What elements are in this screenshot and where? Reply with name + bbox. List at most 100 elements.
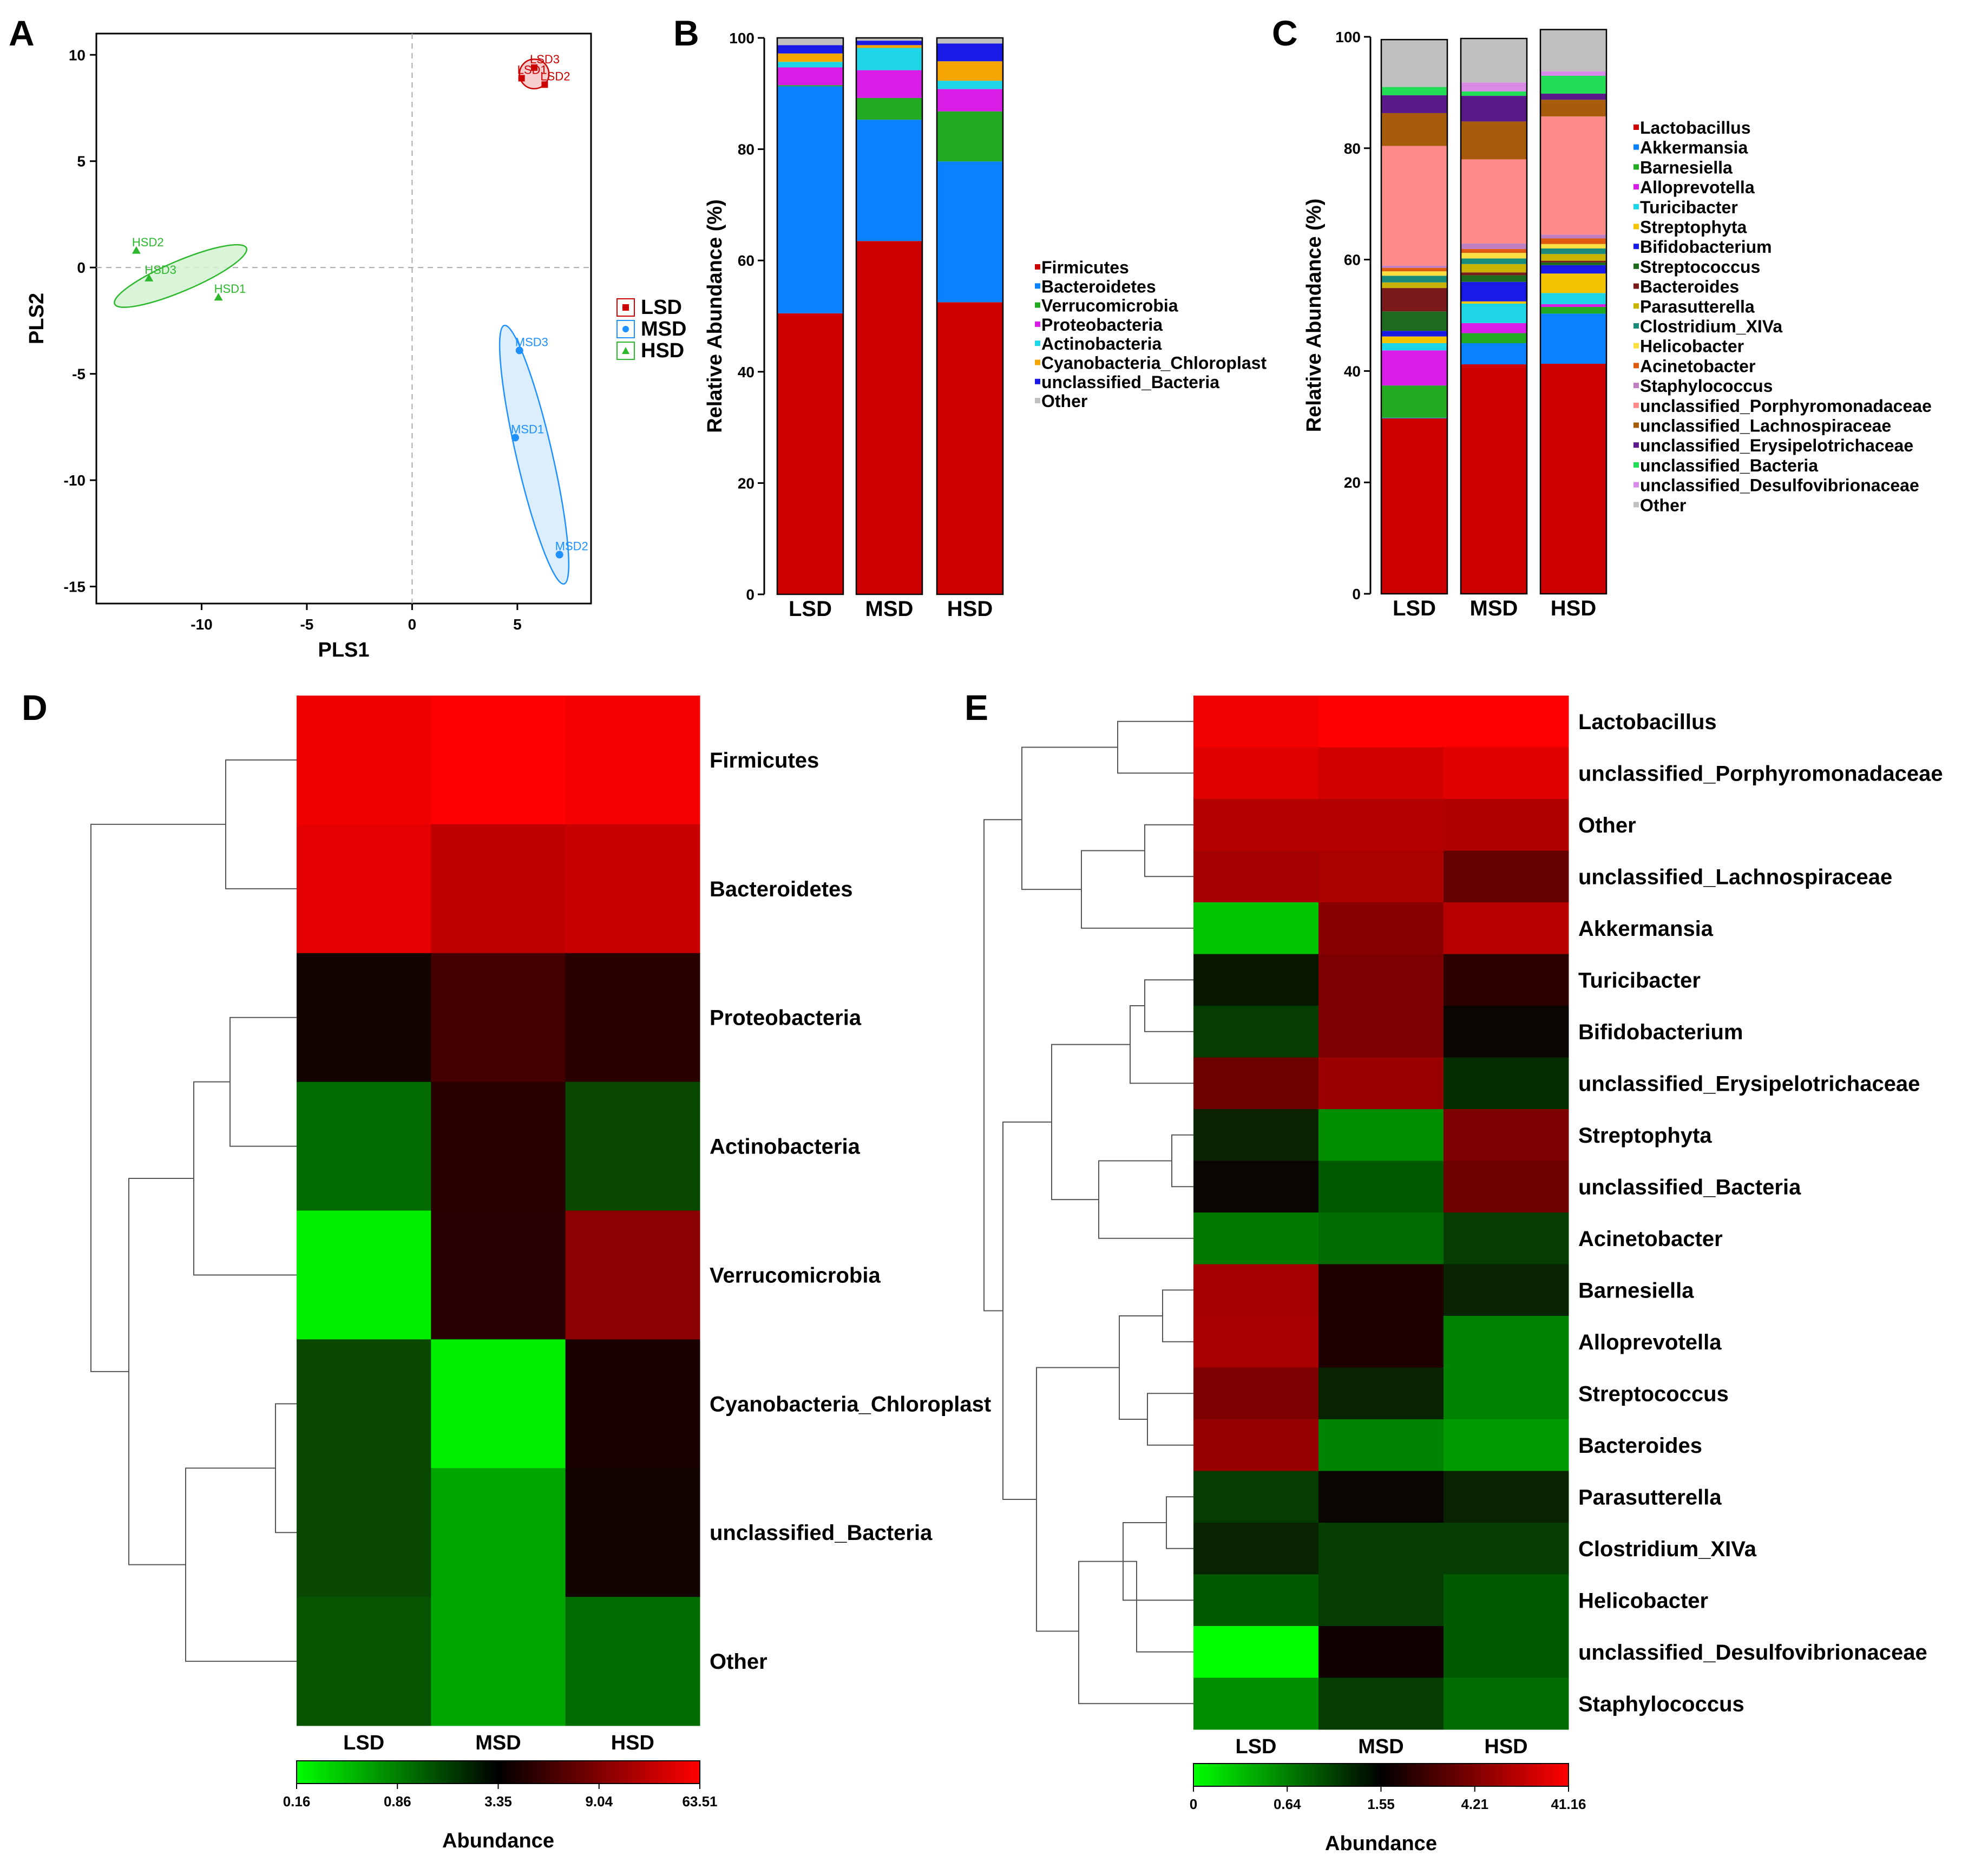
bar-segment-msd-5 xyxy=(1461,301,1527,304)
heat-cell-hsd xyxy=(565,1597,700,1726)
heat-cell-lsd xyxy=(1193,1109,1319,1161)
heatmap-row-label: unclassified_Bacteria xyxy=(710,1521,933,1545)
confidence-ellipse-lsd xyxy=(519,58,550,90)
x-category-label: MSD xyxy=(1470,597,1518,620)
bar-segment-msd-13 xyxy=(1461,243,1527,250)
y-tick-label: -10 xyxy=(64,472,86,489)
heat-cell-lsd xyxy=(1193,1316,1319,1368)
dendrogram-branch xyxy=(1123,1561,1193,1653)
heat-cell-msd xyxy=(431,1210,566,1340)
heat-cell-lsd xyxy=(1193,696,1319,748)
panel-letter-d: D xyxy=(22,687,48,727)
legend-swatch xyxy=(1633,383,1639,389)
heatmap-row-label: Alloprevotella xyxy=(1578,1330,1722,1354)
legend-label: unclassified_Porphyromonadaceae xyxy=(1640,396,1932,416)
heat-cell-hsd xyxy=(1444,1677,1569,1730)
heatmap-row-label: Bacteroides xyxy=(1578,1434,1702,1458)
confidence-ellipse-msd xyxy=(498,324,570,585)
legend-label: Bacteroidetes xyxy=(1041,277,1156,296)
heat-cell-hsd xyxy=(1444,1419,1569,1471)
heatmap-row-label: Staphylococcus xyxy=(1578,1692,1744,1716)
dendrogram-branch xyxy=(1147,1393,1193,1446)
bar-segment-msd-10 xyxy=(1461,258,1527,264)
legend-label: Parasutterella xyxy=(1640,297,1755,316)
y-axis-title: Relative Abundance (%) xyxy=(1303,199,1326,432)
legend-label: Actinobacteria xyxy=(1041,334,1162,353)
x-tick-label: 0 xyxy=(408,616,417,633)
legend-swatch xyxy=(1633,263,1639,269)
heat-cell-msd xyxy=(1318,1161,1444,1213)
plot-frame xyxy=(95,32,592,605)
bar-segment-msd-7 xyxy=(856,38,922,41)
heatmap-row-label: Firmicutes xyxy=(710,749,819,772)
heat-cell-msd xyxy=(1318,850,1444,903)
y-tick-label: 40 xyxy=(1344,363,1361,379)
bar-segment-hsd-9 xyxy=(1540,254,1606,261)
legend-swatch xyxy=(1035,302,1040,308)
dendrogram-branch xyxy=(128,1178,194,1565)
x-tick-label: -5 xyxy=(300,616,313,633)
bar-segment-hsd-17 xyxy=(1540,76,1606,94)
heat-cell-msd xyxy=(1318,1057,1444,1110)
legend-swatch xyxy=(1035,264,1040,270)
heatmap-column-label: MSD xyxy=(1358,1735,1403,1758)
y-axis-title: Relative Abundance (%) xyxy=(704,199,726,432)
heatmap-row-label: Clostridium_XIVa xyxy=(1578,1537,1757,1561)
heat-cell-lsd xyxy=(1193,1057,1319,1110)
heat-cell-hsd xyxy=(565,1339,700,1469)
bar-segment-msd-6 xyxy=(1461,281,1527,301)
legend-swatch xyxy=(1633,303,1639,309)
data-point xyxy=(145,273,154,281)
bar-segment-hsd-16 xyxy=(1540,93,1606,100)
dendrogram-branch xyxy=(983,819,1022,1312)
heat-cell-msd xyxy=(1318,1264,1444,1316)
heat-cell-msd xyxy=(1318,696,1444,748)
heat-cell-lsd xyxy=(1193,1264,1319,1316)
legend-swatch xyxy=(1633,244,1639,250)
heatmap-row-label: Cyanobacteria_Chloroplast xyxy=(710,1392,991,1416)
bar-segment-hsd-19 xyxy=(1540,29,1606,71)
legend-marker xyxy=(622,347,629,354)
bar-segment-lsd-4 xyxy=(777,62,843,68)
legend-label: Clostridium_XIVa xyxy=(1640,317,1782,336)
bar-segment-hsd-2 xyxy=(1540,307,1606,314)
heatmap-row-label: Bifidobacterium xyxy=(1578,1020,1743,1044)
x-category-label: MSD xyxy=(865,597,914,621)
legend-label: Bacteroides xyxy=(1640,277,1739,297)
heatmap-row-label: Acinetobacter xyxy=(1578,1227,1723,1251)
bar-outline xyxy=(1539,29,1608,595)
heatmap-row-label: Proteobacteria xyxy=(710,1006,862,1030)
bar-segment-lsd-7 xyxy=(777,38,843,45)
bar-segment-hsd-3 xyxy=(937,89,1003,112)
legend-swatch xyxy=(1633,422,1639,428)
legend-label: unclassified_Bacteria xyxy=(1640,456,1818,475)
legend-swatch xyxy=(1633,462,1639,468)
point-label: LSD2 xyxy=(540,69,570,83)
heat-cell-lsd xyxy=(297,1597,431,1726)
dendrogram-branch xyxy=(1130,1005,1193,1084)
bar-segment-lsd-3 xyxy=(1381,350,1447,386)
heat-cell-lsd xyxy=(1193,1161,1319,1213)
bar-segment-hsd-10 xyxy=(1540,248,1606,254)
bar-segment-hsd-1 xyxy=(1540,313,1606,364)
heat-cell-lsd xyxy=(1193,1006,1319,1058)
bar-segment-hsd-4 xyxy=(937,81,1003,89)
y-tick-label: 5 xyxy=(77,153,86,170)
legend-swatch xyxy=(1633,144,1639,150)
colorbar-tick-label: 1.55 xyxy=(1367,1796,1395,1812)
legend-swatch xyxy=(1633,164,1639,170)
data-point xyxy=(132,246,141,254)
colorbar-tick-label: 0 xyxy=(1190,1796,1197,1812)
legend-label: Cyanobacteria_Chloroplast xyxy=(1041,353,1267,373)
point-label: MSD3 xyxy=(515,335,548,349)
bar-segment-lsd-10 xyxy=(1381,276,1447,283)
legend-label: Streptophyta xyxy=(1640,218,1747,237)
bar-segment-lsd-19 xyxy=(1381,40,1447,87)
bar-segment-hsd-7 xyxy=(937,38,1003,44)
bar-segment-hsd-0 xyxy=(1540,364,1606,594)
bar-segment-msd-12 xyxy=(1461,249,1527,253)
heat-cell-hsd xyxy=(1444,1316,1569,1368)
dendrogram-branch xyxy=(1171,1134,1193,1188)
heat-cell-hsd xyxy=(1444,1057,1569,1110)
point-label: HSD3 xyxy=(145,263,176,277)
